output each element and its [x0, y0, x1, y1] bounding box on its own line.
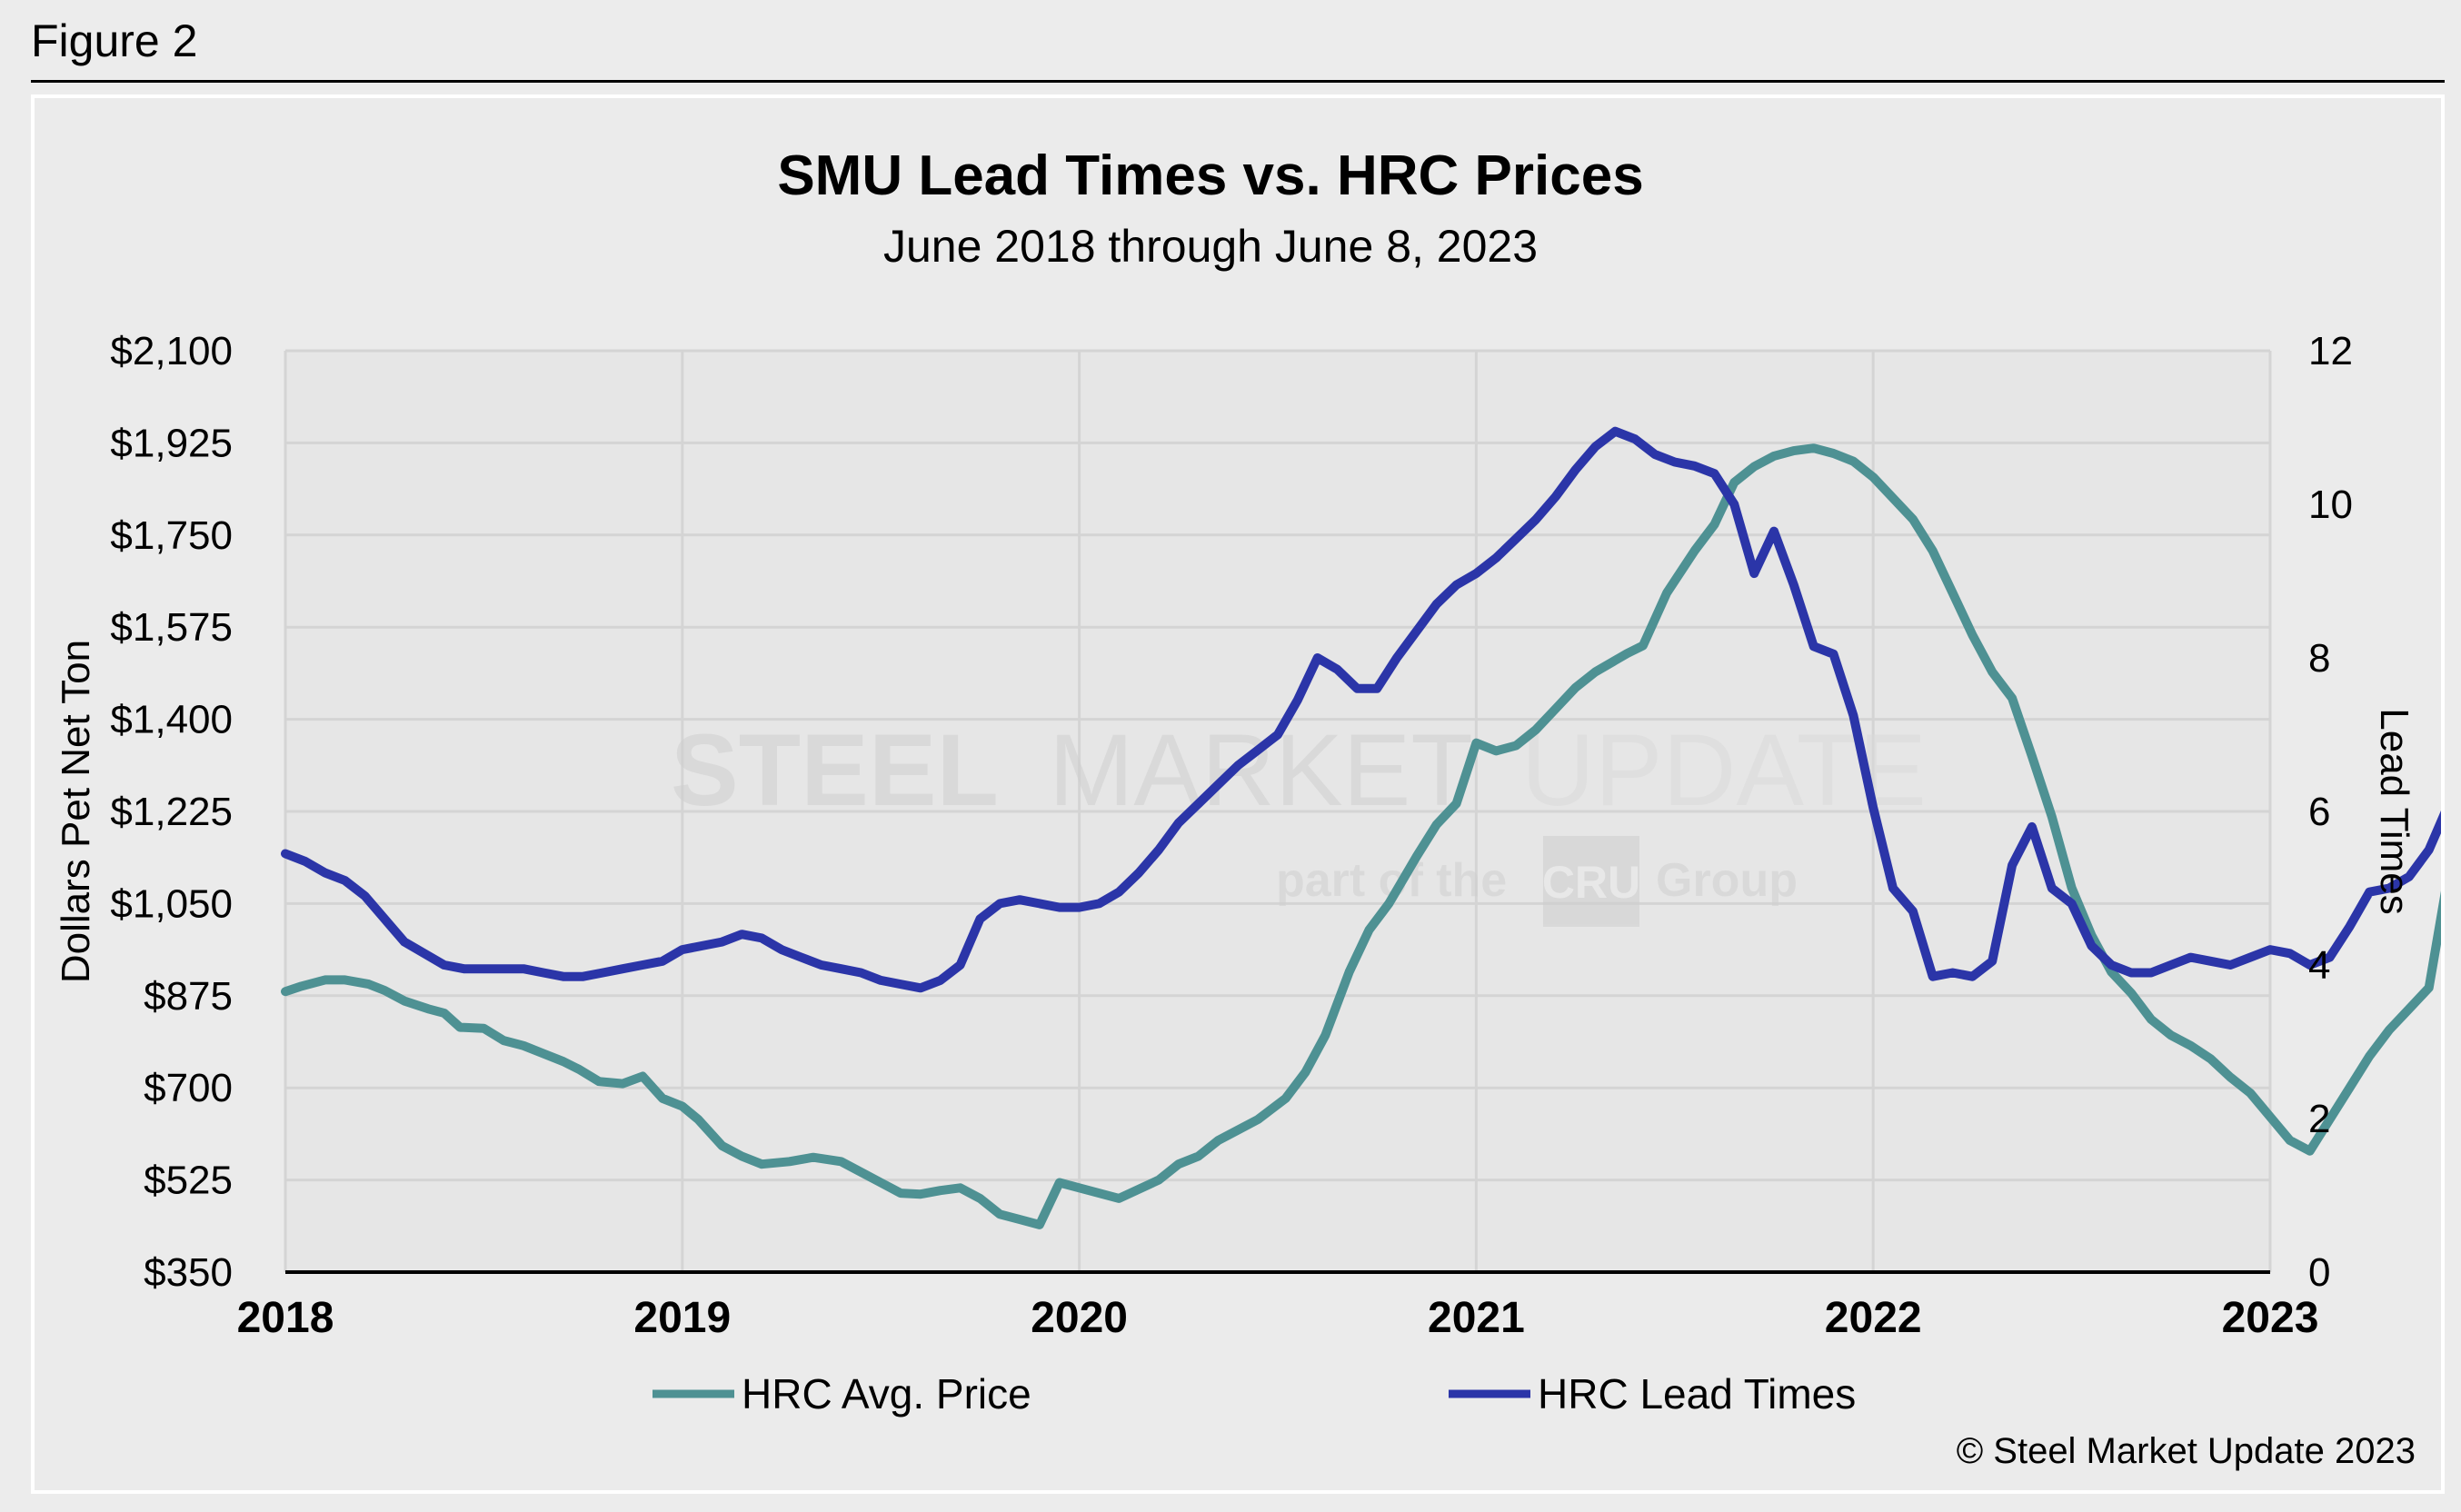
watermark-cru-badge — [1543, 836, 1639, 927]
chart: SMU Lead Times vs. HRC Prices June 2018 … — [54, 144, 2441, 1471]
y-tick-label: $875 — [144, 974, 233, 1019]
x-axis-ticks: 2018 2019 2020 2021 2022 2023 — [237, 1294, 2319, 1342]
y-tick-label: $1,400 — [110, 698, 233, 742]
legend-price-label: HRC Avg. Price — [742, 1370, 1031, 1418]
series-line-hrc-avg-price — [281, 443, 2441, 1229]
top-rule — [31, 80, 2445, 83]
series-line-hrc-lead-times — [281, 426, 2441, 993]
y-tick-label: $1,225 — [110, 790, 233, 834]
y2-tick-label: 8 — [2308, 636, 2330, 681]
legend: HRC Avg. Price HRC Lead Times — [653, 1370, 1856, 1418]
x-tick-label: 2018 — [237, 1294, 334, 1342]
chart-title: SMU Lead Times vs. HRC Prices — [777, 144, 1643, 207]
y2-axis-label: Lead Times — [2372, 708, 2416, 914]
watermark: STEEL MARKET UPDATE part of the CRU Grou… — [671, 460, 1927, 927]
y2-tick-label: 12 — [2308, 329, 2353, 373]
series-layer — [281, 426, 2441, 1229]
y2-tick-label: 2 — [2308, 1097, 2330, 1141]
y-tick-label: $1,925 — [110, 421, 233, 465]
watermark-market: MARKET — [1049, 713, 1471, 827]
watermark-steel: STEEL — [671, 713, 999, 827]
chart-panel: SMU Lead Times vs. HRC Prices June 2018 … — [31, 94, 2445, 1494]
y-tick-label: $700 — [144, 1066, 233, 1110]
x-tick-label: 2021 — [1428, 1294, 1525, 1342]
y-tick-label: $2,100 — [110, 329, 233, 373]
figure-label: Figure 2 — [31, 15, 198, 66]
y-tick-label: $1,575 — [110, 605, 233, 650]
watermark-group: Group — [1656, 854, 1798, 907]
y2-tick-label: 6 — [2308, 790, 2330, 834]
copyright: © Steel Market Update 2023 — [1957, 1431, 2416, 1471]
x-tick-label: 2023 — [2222, 1294, 2319, 1342]
watermark-line1: STEEL MARKET UPDATE — [671, 713, 1927, 827]
chart-subtitle: June 2018 through June 8, 2023 — [883, 221, 1538, 272]
y-axis-ticks: $2,100 $1,925 $1,750 $1,575 $1,400 $1,225 $1,0… — [110, 329, 233, 1295]
x-tick-label: 2020 — [1031, 1294, 1128, 1342]
y-tick-label: $525 — [144, 1159, 233, 1203]
x-tick-label: 2019 — [633, 1294, 731, 1342]
y2-axis-ticks: 12 10 8 6 4 2 0 — [2308, 329, 2353, 1295]
y-tick-label: $1,050 — [110, 881, 233, 926]
x-tick-label: 2022 — [1825, 1294, 1922, 1342]
y2-tick-label: 0 — [2308, 1250, 2330, 1295]
legend-lead-label: HRC Lead Times — [1538, 1370, 1856, 1418]
watermark-cru: CRU — [1542, 857, 1640, 908]
y2-tick-label: 4 — [2308, 943, 2330, 988]
y-tick-label: $350 — [144, 1250, 233, 1295]
y2-tick-label: 10 — [2308, 482, 2353, 527]
y-tick-label: $1,750 — [110, 513, 233, 558]
y-axis-label: Dollars Pet Net Ton — [54, 640, 98, 983]
